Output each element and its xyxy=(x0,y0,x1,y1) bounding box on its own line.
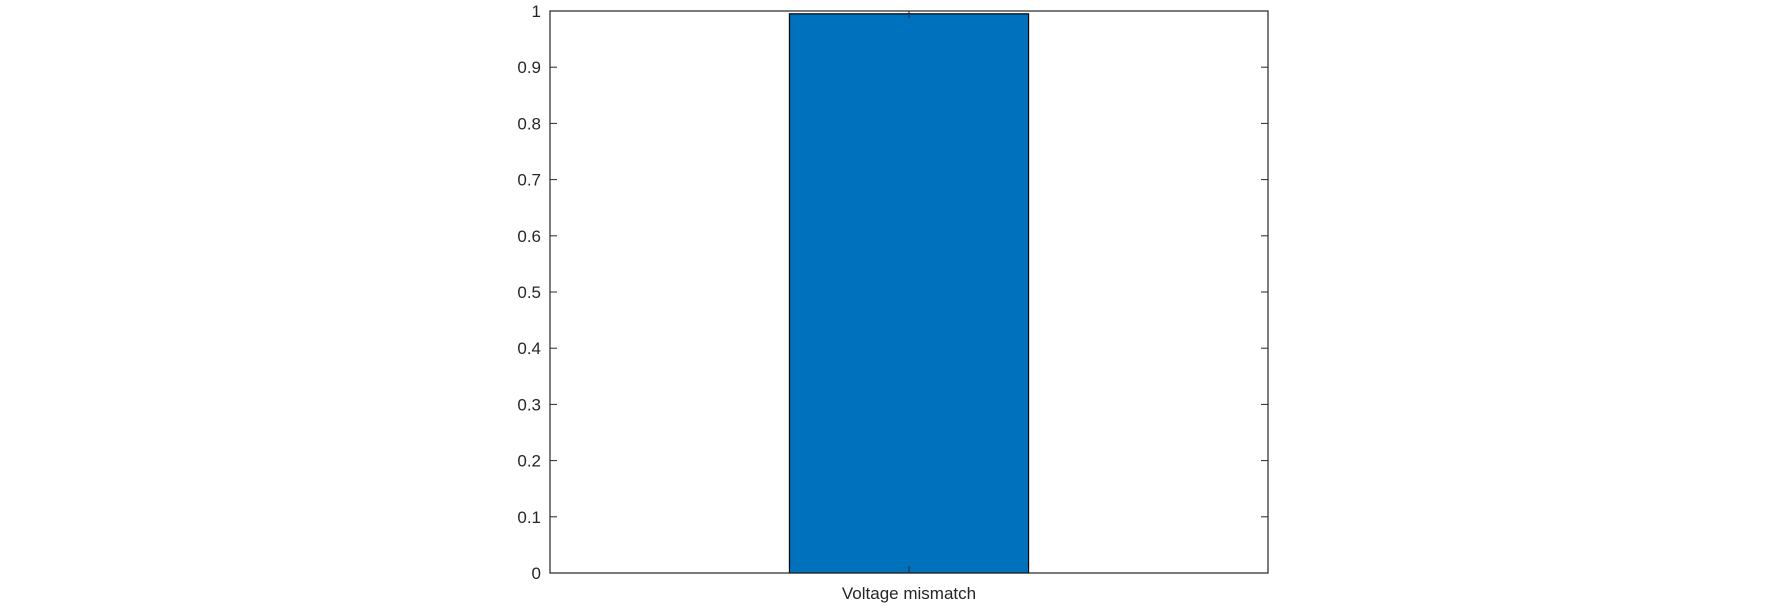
y-tick-label: 0.8 xyxy=(517,114,541,133)
y-tick-label: 0.2 xyxy=(517,452,541,471)
bar xyxy=(788,13,1030,574)
y-tick-label: 0.5 xyxy=(517,283,541,302)
y-tick-label: 0.1 xyxy=(517,508,541,527)
x-tick-label: Voltage mismatch xyxy=(842,584,976,603)
y-tick-label: 0.4 xyxy=(517,339,541,358)
y-tick-label: 0.3 xyxy=(517,395,541,414)
y-tick-label: 0.7 xyxy=(517,171,541,190)
y-tick-label: 0.6 xyxy=(517,227,541,246)
y-tick-label: 0.9 xyxy=(517,58,541,77)
axes-box xyxy=(549,10,1269,574)
y-tick-label: 1 xyxy=(532,2,541,21)
y-tick-label: 0 xyxy=(532,564,541,583)
